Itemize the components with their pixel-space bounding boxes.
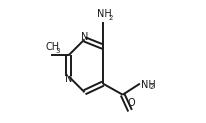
- Text: O: O: [128, 98, 135, 108]
- Text: N: N: [81, 32, 88, 42]
- Text: 2: 2: [108, 15, 112, 21]
- Text: 3: 3: [56, 48, 60, 54]
- Text: NH: NH: [97, 9, 112, 19]
- Text: N: N: [65, 74, 72, 84]
- Text: 2: 2: [149, 84, 153, 90]
- Text: NH: NH: [141, 80, 156, 90]
- Text: CH: CH: [46, 42, 60, 52]
